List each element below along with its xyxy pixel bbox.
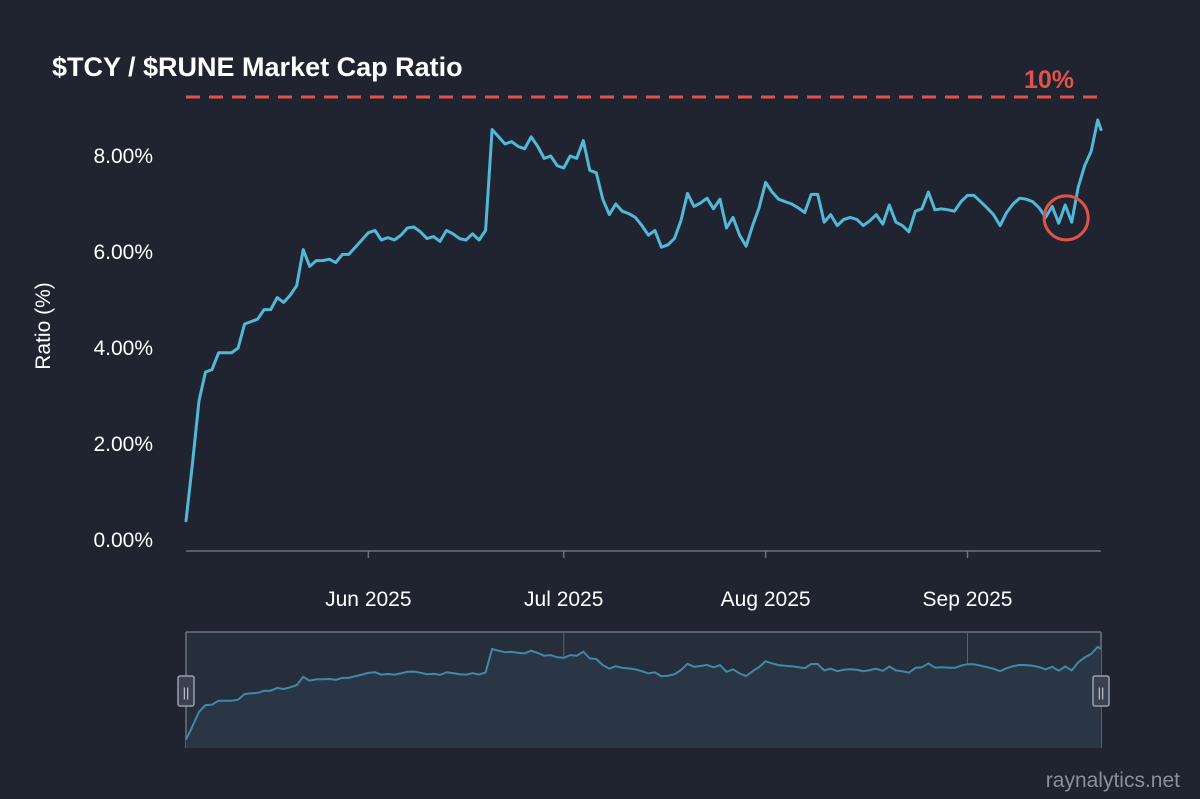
- y-tick-label: 8.00%: [93, 145, 153, 168]
- reference-line-label: 10%: [1024, 66, 1075, 94]
- x-tick-label: Jun 2025: [325, 588, 411, 611]
- navigator-left-handle[interactable]: [177, 675, 195, 707]
- y-tick-label: 6.00%: [93, 241, 153, 264]
- series-line: [184, 118, 1103, 523]
- y-tick-label: 4.00%: [93, 337, 153, 360]
- y-axis-label: Ratio (%): [32, 282, 55, 370]
- y-tick-label: 0.00%: [93, 529, 153, 552]
- chart-title: $TCY / $RUNE Market Cap Ratio: [52, 52, 463, 82]
- watermark: raynalytics.net: [1045, 769, 1180, 792]
- navigator-handle-glyph: ||: [183, 685, 190, 700]
- navigator-right-handle[interactable]: [1092, 675, 1110, 707]
- x-tick-label: Sep 2025: [923, 588, 1013, 611]
- y-tick-label: 2.00%: [93, 433, 153, 456]
- x-tick-label: Jul 2025: [524, 588, 603, 611]
- navigator-handle-glyph: ||: [1098, 685, 1105, 700]
- x-tick-label: Aug 2025: [721, 588, 811, 611]
- highlight-circle: [1042, 194, 1090, 242]
- navigator-series-line: [185, 645, 1102, 741]
